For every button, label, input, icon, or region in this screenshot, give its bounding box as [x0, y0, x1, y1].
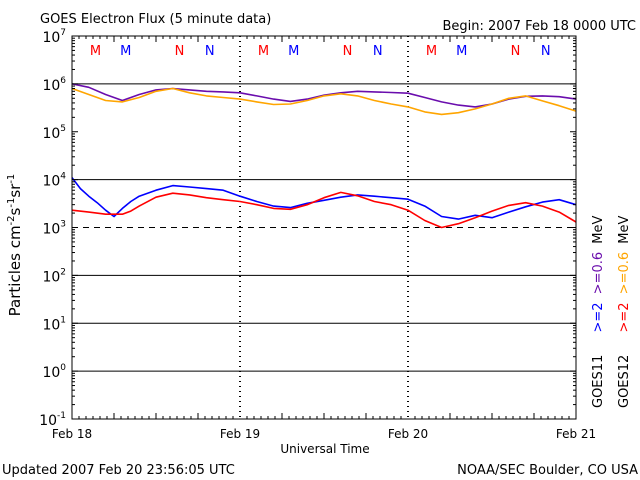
x-tick-label: Feb 20: [388, 427, 428, 441]
series-line-4: [71, 87, 577, 116]
y-tick-label: 100: [42, 363, 66, 381]
mn-marker: N: [175, 44, 185, 59]
legend-goes11: GOES11 >=2 >=0.6 MeV: [591, 216, 606, 408]
mn-marker: N: [541, 44, 551, 59]
updated-timestamp: Updated 2007 Feb 20 23:56:05 UTC: [2, 463, 235, 478]
y-tick-exp: 1: [60, 315, 66, 325]
y-tick-base: 10: [42, 222, 60, 238]
x-tick-label: Feb 18: [52, 427, 92, 441]
data-source: NOAA/SEC Boulder, CO USA: [457, 463, 638, 478]
legend-goes12-unit: MeV: [617, 216, 632, 244]
y-axis-label-exp3: -1: [6, 174, 17, 184]
y-axis-label-sr: sr: [6, 183, 24, 198]
begin-time: Begin: 2007 Feb 18 0000 UTC: [442, 19, 636, 34]
legend-goes11-ge06: >=0.6: [591, 252, 606, 294]
legend-goes12-sat: GOES12: [617, 355, 632, 408]
legend-goes12-ge2: >=2: [617, 302, 632, 332]
x-tick-label: Feb 19: [220, 427, 260, 441]
y-axis-label-exp1: -2: [6, 215, 17, 225]
y-tick-exp: 5: [60, 124, 66, 134]
gridlines: [72, 83, 576, 372]
y-tick-base: 10: [42, 30, 60, 46]
mn-marker: M: [120, 44, 131, 59]
y-tick-base: 10: [42, 269, 60, 285]
mn-marker: M: [258, 44, 269, 59]
mn-marker: M: [90, 44, 101, 59]
plot-frame: [71, 35, 577, 420]
y-tick-base: 10: [42, 317, 60, 333]
y-tick-base: 10: [39, 413, 57, 429]
mn-marker: N: [373, 44, 383, 59]
chart-title: GOES Electron Flux (5 minute data): [40, 12, 271, 27]
x-tick-label: Feb 21: [556, 427, 596, 441]
mn-marker: M: [456, 44, 467, 59]
legend-goes12: GOES12 >=2 >=0.6 MeV: [617, 216, 632, 408]
y-tick-label: 10-1: [39, 411, 66, 429]
y-tick-base: 10: [42, 126, 60, 142]
series-line-2: [71, 191, 577, 229]
mn-marker: N: [343, 44, 353, 59]
y-tick-label: 102: [42, 267, 66, 285]
y-tick-exp: 6: [60, 76, 66, 86]
y-tick-exp: 7: [60, 28, 66, 38]
y-tick-label: 105: [42, 124, 66, 142]
legend-goes11-sat: GOES11: [591, 355, 606, 408]
y-tick-label: 103: [42, 220, 66, 238]
y-tick-exp: 2: [60, 267, 66, 277]
y-tick-base: 10: [42, 78, 60, 94]
y-tick-exp: 4: [60, 172, 66, 182]
y-tick-base: 10: [42, 174, 60, 190]
mn-marker: M: [426, 44, 437, 59]
y-tick-exp: 0: [60, 363, 66, 373]
x-ticks: Feb 18 Feb 19 Feb 20 Feb 21: [52, 36, 596, 441]
y-axis-label: Particles cm-2s-1sr-1: [6, 174, 24, 317]
mn-marker: N: [511, 44, 521, 59]
legend-goes11-ge2: >=2: [591, 302, 606, 332]
y-tick-exp: -1: [57, 411, 66, 421]
y-tick-label: 106: [42, 76, 66, 94]
y-tick-label: 104: [42, 172, 66, 190]
legend: GOES11 >=2 >=0.6 MeV GOES12 >=2 >=0.6 Me…: [591, 216, 632, 408]
y-tick-base: 10: [42, 365, 60, 381]
data-series: [71, 83, 577, 229]
legend-goes11-unit: MeV: [591, 216, 606, 244]
y-tick-label: 101: [42, 315, 66, 333]
mn-marker: N: [205, 44, 215, 59]
y-axis-label-base: Particles cm: [6, 225, 24, 316]
y-tick-label: 107: [42, 28, 66, 46]
y-axis-label-s: s: [6, 207, 24, 215]
legend-goes12-ge06: >=0.6: [617, 252, 632, 294]
mn-marker: M: [288, 44, 299, 59]
x-axis-label: Universal Time: [280, 442, 369, 456]
y-tick-exp: 3: [60, 220, 66, 230]
y-axis-label-exp2: -1: [6, 198, 17, 208]
